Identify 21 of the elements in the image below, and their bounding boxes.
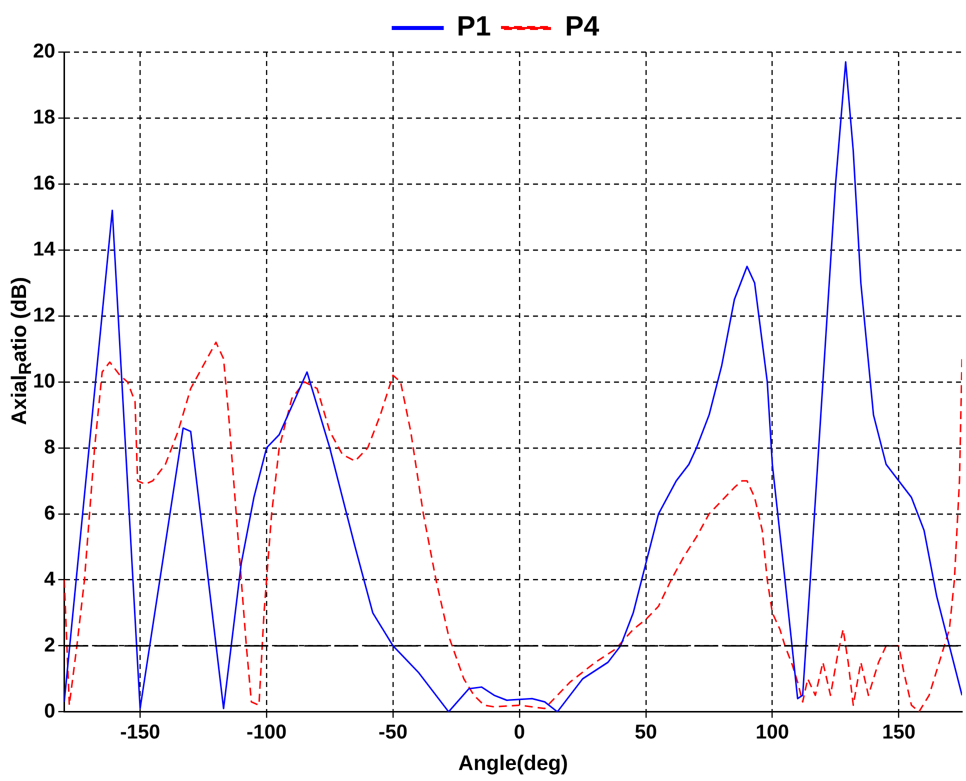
x-tick-label: -50 bbox=[378, 721, 408, 744]
legend-label: P1 bbox=[456, 10, 491, 42]
y-tick-label: 14 bbox=[32, 238, 56, 260]
y-tick-label: 20 bbox=[32, 40, 56, 63]
y-tick-label: 4 bbox=[44, 568, 56, 590]
y-tick-label: 8 bbox=[44, 436, 56, 458]
legend-label: P4 bbox=[565, 10, 600, 42]
x-tick-label: 150 bbox=[882, 721, 916, 744]
x-tick-label: -100 bbox=[246, 721, 287, 744]
y-tick-label: 16 bbox=[32, 172, 56, 194]
x-tick-label: 50 bbox=[634, 721, 658, 744]
y-tick-label: 0 bbox=[44, 700, 56, 722]
y-tick-label: 10 bbox=[32, 370, 56, 392]
x-axis-title: Angle(deg) bbox=[458, 752, 568, 776]
y-tick-label: 12 bbox=[32, 304, 56, 326]
x-tick-label: 0 bbox=[514, 721, 526, 744]
y-tick-label: 6 bbox=[44, 502, 56, 524]
y-tick-label: 2 bbox=[44, 634, 56, 656]
x-tick-label: -150 bbox=[120, 721, 160, 744]
y-tick-label: 18 bbox=[32, 106, 56, 128]
x-tick-label: 100 bbox=[756, 721, 790, 744]
